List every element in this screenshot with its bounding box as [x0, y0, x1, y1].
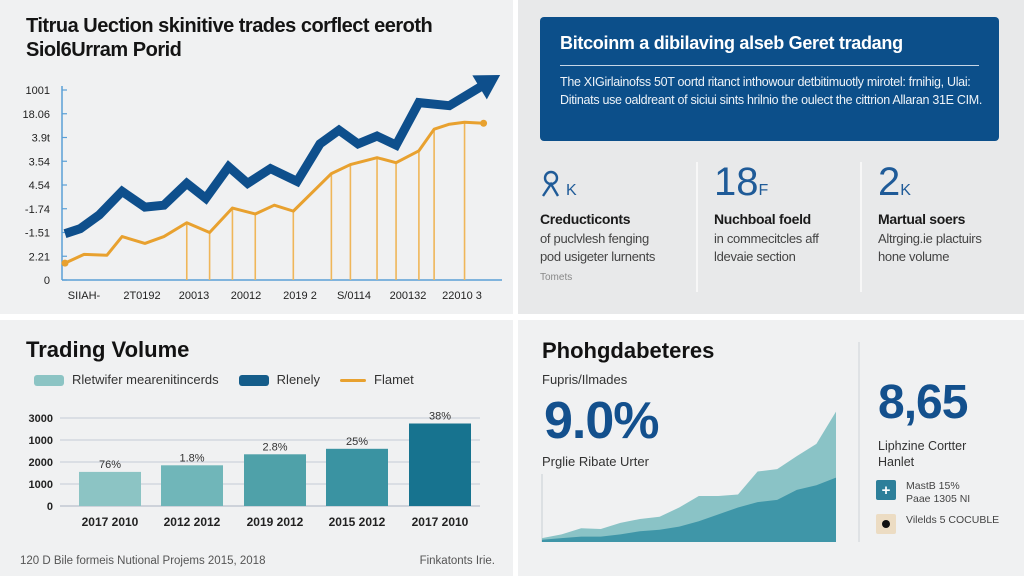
- x-tick-label: 2012 2012: [164, 515, 221, 529]
- stat-divider: [696, 162, 698, 292]
- bar-data-label: 76%: [99, 459, 121, 471]
- legend-item: Rlenely: [238, 372, 320, 388]
- y-tick-label: 4.54: [29, 180, 50, 192]
- x-tick-label: 2017 2010: [412, 515, 469, 529]
- blue-series-line: [63, 81, 486, 238]
- stat-value-2: 18F: [714, 160, 769, 204]
- banner-title: Bitcoinm a dibilaving alseb Geret tradan…: [560, 33, 903, 53]
- panel-trading-volume: Trading Volume Rletwifer mearenitincerds…: [0, 320, 513, 576]
- stat-body-2: in commecitcles aff ldevaie section: [714, 231, 819, 264]
- person-icon: [542, 170, 560, 197]
- stat-card-2: 18F Nuchboal foeld in commecitcles aff l…: [714, 160, 854, 305]
- bar-data-label: 1.8%: [179, 452, 204, 464]
- panel-line-chart: Titrua Uection skinitive trades corflect…: [0, 0, 513, 314]
- stat-card-3: 2K Martual soers Altrging.ie plactuirs h…: [878, 160, 1018, 305]
- x-tick-label: 2015 2012: [329, 515, 386, 529]
- banner-body: The XIGirlainofss 50T oortd ritanct inth…: [560, 75, 983, 107]
- bar-chart-title: Trading Volume: [26, 337, 190, 362]
- bar-data-label: 2.8%: [262, 441, 287, 453]
- line-chart: 0 2.21 -1.51 -1.74 4.54 3.54 3.9t 18.06 1001 SIIA…: [22, 75, 502, 302]
- stat-heading-1: Creducticonts: [540, 211, 631, 227]
- x-tick-label: 20012: [231, 290, 262, 302]
- orange-point: [61, 259, 69, 267]
- y-tick-label: 0: [44, 275, 50, 287]
- kpi-value: 9.0%: [544, 392, 660, 450]
- x-tick-label: 2019 2012: [247, 515, 304, 529]
- bar: [409, 423, 471, 506]
- x-tick-label: 200132: [390, 290, 427, 302]
- banner-divider: [560, 65, 979, 66]
- y-tick-label: 0: [47, 501, 53, 513]
- y-tick-label: 2000: [29, 457, 53, 469]
- legend-line: [340, 378, 367, 382]
- kpi-subtitle: Fupris/Ilmades: [542, 372, 628, 387]
- stat-value-1: K: [540, 160, 692, 204]
- stat-card-1: K Creducticonts of puclvlesh fenging pod…: [540, 160, 692, 305]
- x-tick-label: 2T0192: [123, 290, 160, 302]
- y-tick-label: 2.21: [29, 251, 50, 263]
- stat-footnote-1: Tomets: [540, 272, 573, 283]
- side-legend-row: + MastB 15% Paae 1305 NI: [876, 480, 970, 506]
- panel-summary: Bitcoinm a dibilaving alseb Geret tradan…: [518, 0, 1024, 314]
- x-tick-label: S/0114: [337, 290, 371, 302]
- x-tick-label: 22010 3: [442, 290, 482, 302]
- y-tick-label: 1000: [29, 479, 53, 491]
- side-legend-row: Vilelds 5 COCUBLE: [876, 514, 999, 534]
- side-kpi-label: Liphzine Cortter Hanlet: [878, 439, 967, 469]
- y-tick-label: -1.51: [25, 228, 50, 240]
- orange-point: [480, 119, 488, 127]
- y-tick-label: 3000: [29, 413, 53, 425]
- kpi-divider: [858, 342, 860, 542]
- legend-swatch: [238, 374, 269, 386]
- dot-icon: [876, 514, 896, 534]
- source-footnote: 120 D Bile formeis Nutional Projems 2015…: [20, 555, 266, 567]
- bar: [79, 471, 141, 506]
- x-tick-label: 2017 2010: [82, 515, 139, 529]
- bar-data-label: 38%: [429, 411, 451, 423]
- arrow-head-icon: [472, 75, 501, 100]
- kpi-title: Phohgdabeteres: [542, 338, 715, 363]
- y-tick-label: 3.9t: [32, 133, 50, 145]
- bar-chart-legend: Rletwifer mearenitincerds Rlenely Flamet: [34, 372, 434, 388]
- stat-body-3: Altrging.ie plactuirs hone volume: [878, 231, 982, 264]
- bar: [161, 465, 223, 506]
- area-series-dark: [542, 477, 836, 542]
- line-chart-title: Titrua Uection skinitive trades corflect…: [26, 15, 433, 61]
- bar: [244, 454, 306, 506]
- y-tick-label: 18.06: [22, 109, 50, 121]
- x-tick-label: 2019 2: [283, 290, 317, 302]
- y-tick-label: 1001: [26, 85, 50, 97]
- y-tick-label: 3.54: [29, 156, 50, 168]
- side-kpi-value: 8,65: [878, 376, 968, 429]
- x-tick-label: 20013: [179, 290, 210, 302]
- stat-heading-3: Martual soers: [878, 211, 966, 227]
- kpi-caption: Prglie Ribate Urter: [542, 454, 649, 469]
- bar: [326, 448, 388, 506]
- stat-body-1: of puclvlesh fenging pod usigeter lurnen…: [540, 231, 656, 264]
- orange-series-line: [64, 120, 484, 265]
- area-chart: [541, 411, 836, 542]
- bar-data-label: 25%: [346, 436, 368, 448]
- stat-heading-2: Nuchboal foeld: [714, 211, 811, 227]
- x-tick-label: SIIAH-: [68, 290, 101, 302]
- y-tick-label: 1000: [29, 435, 53, 447]
- stat-value-3: 2K: [878, 160, 911, 204]
- legend-item: Rletwifer mearenitincerds: [34, 372, 219, 388]
- plus-icon: +: [876, 480, 896, 500]
- bar-chart: 0 1000 2000 1000 3000 76% 2017 2010 1.8% 2012 20…: [29, 411, 480, 529]
- credit-text: Finkatonts Irie.: [419, 555, 495, 567]
- stat-divider: [860, 162, 862, 292]
- info-banner: Bitcoinm a dibilaving alseb Geret tradan…: [540, 17, 999, 141]
- legend-swatch: [34, 374, 64, 386]
- y-tick-label: -1.74: [25, 204, 50, 216]
- legend-item: Flamet: [340, 372, 414, 388]
- panel-kpi: Phohgdabeteres Fupris/Ilmades 9.0% Prgli…: [518, 320, 1024, 576]
